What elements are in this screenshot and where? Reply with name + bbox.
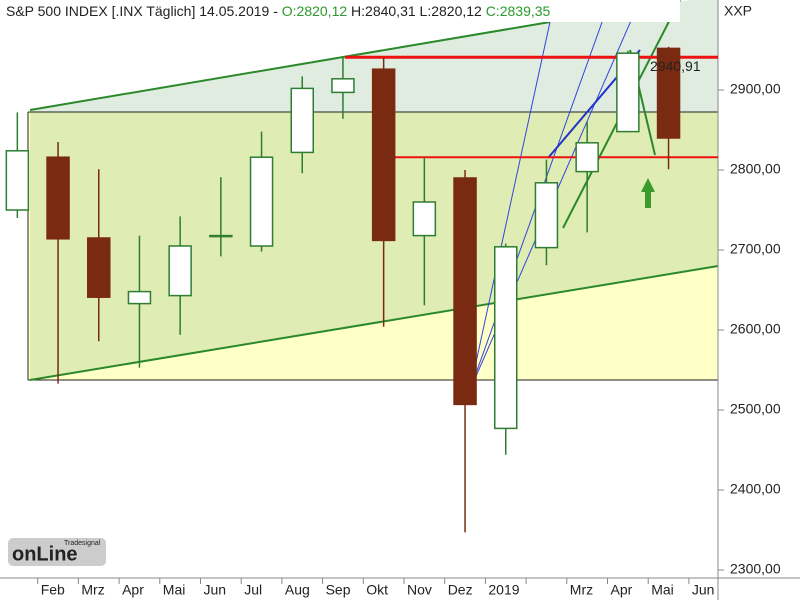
candle-body	[534, 182, 559, 249]
x-tick-label: Aug	[285, 582, 310, 598]
y-tick-label: 2900,00	[730, 81, 781, 97]
header-bar	[0, 0, 680, 22]
logo: Tradesignal onLine	[8, 538, 106, 566]
arrow	[641, 178, 655, 208]
channel-upper	[29, 21, 551, 111]
x-tick-label: Jun	[692, 582, 715, 598]
candle-body	[331, 78, 355, 94]
x-tick-label: Mrz	[81, 582, 104, 598]
logo-small: Tradesignal	[64, 540, 101, 547]
x-tick-label: Nov	[407, 582, 432, 598]
candle-body	[46, 156, 70, 240]
x-tick-label: Apr	[122, 582, 144, 598]
candle-body	[575, 142, 599, 173]
x-tick-label: Mai	[163, 582, 186, 598]
y-tick-label: 2600,00	[730, 321, 781, 337]
candle-body	[371, 68, 396, 242]
x-tick-label: Apr	[611, 582, 633, 598]
candle-body	[453, 177, 477, 406]
candle-body	[494, 246, 518, 430]
high: H:2840,31	[351, 3, 416, 19]
candle-body	[249, 156, 274, 247]
candle-body	[412, 201, 437, 237]
open: O:2820,12	[282, 3, 348, 19]
y-tick-label: 2500,00	[730, 401, 781, 417]
candle-body	[127, 290, 152, 305]
x-tick-label: Feb	[41, 582, 65, 598]
x-tick-label: Mai	[651, 582, 674, 598]
x-tick-label: 2019	[488, 582, 519, 598]
candle-body	[616, 52, 640, 133]
x-tick-label: Jul	[244, 582, 262, 598]
symbol: XXP	[724, 3, 752, 19]
close: C:2839,35	[486, 3, 551, 19]
candle-body	[168, 245, 192, 297]
x-tick-label: Jun	[204, 582, 227, 598]
candle-body	[87, 237, 111, 298]
logo-main: onLine	[12, 543, 78, 565]
y-tick-label: 2800,00	[730, 161, 781, 177]
title: S&P 500 INDEX [.INX Täglich] 14.05.2019 …	[6, 3, 278, 19]
x-tick-label: Dez	[448, 582, 473, 598]
y-tick-label: 2400,00	[730, 481, 781, 497]
header: S&P 500 INDEX [.INX Täglich] 14.05.2019 …	[6, 3, 551, 19]
x-tick-label: Sep	[326, 582, 351, 598]
candle-body	[656, 47, 681, 139]
channel-lower	[29, 265, 719, 381]
x-tick-label: Okt	[366, 582, 388, 598]
candle-body	[290, 87, 314, 154]
y-tick-label: 2300,00	[730, 561, 781, 577]
y-tick-label: 2700,00	[730, 241, 781, 257]
low: L:2820,12	[420, 3, 482, 19]
level-label: 2940,91	[650, 58, 701, 74]
candle-body	[209, 234, 233, 238]
logo-box	[8, 538, 106, 566]
candle-body	[5, 150, 30, 211]
x-tick-label: Mrz	[570, 582, 593, 598]
fan-line	[469, 21, 551, 391]
